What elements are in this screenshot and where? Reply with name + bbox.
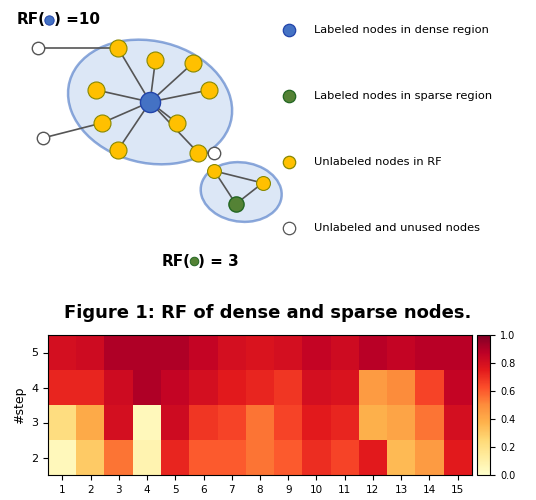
Text: RF(: RF(	[161, 254, 190, 268]
Text: ) = 3: ) = 3	[198, 254, 239, 268]
Text: Unlabeled and unused nodes: Unlabeled and unused nodes	[314, 223, 480, 233]
Text: Unlabeled nodes in RF: Unlabeled nodes in RF	[314, 157, 441, 167]
Point	[232, 200, 240, 208]
Point	[45, 16, 54, 24]
Text: Figure 1: RF of dense and sparse nodes.: Figure 1: RF of dense and sparse nodes.	[64, 304, 472, 322]
Point	[33, 44, 42, 52]
Point	[92, 86, 101, 94]
Point	[189, 59, 197, 67]
Point	[98, 119, 106, 127]
Text: Labeled nodes in sparse region: Labeled nodes in sparse region	[314, 91, 492, 101]
Point	[285, 26, 294, 34]
Point	[194, 149, 203, 157]
Point	[151, 56, 160, 64]
Point	[114, 44, 122, 52]
Y-axis label: #step: #step	[13, 386, 26, 424]
Point	[285, 224, 294, 232]
Point	[114, 146, 122, 154]
Text: Labeled nodes in dense region: Labeled nodes in dense region	[314, 25, 488, 35]
Point	[285, 158, 294, 166]
Ellipse shape	[68, 40, 232, 164]
Point	[258, 179, 267, 187]
Point	[285, 92, 294, 100]
Point	[210, 149, 219, 157]
Point	[173, 119, 181, 127]
Point	[39, 134, 47, 142]
Point	[210, 167, 219, 175]
Point	[190, 257, 198, 265]
Point	[146, 98, 154, 106]
Text: RF(: RF(	[17, 12, 46, 27]
Point	[205, 86, 213, 94]
Text: ) =10: ) =10	[54, 12, 100, 27]
Ellipse shape	[200, 162, 282, 222]
